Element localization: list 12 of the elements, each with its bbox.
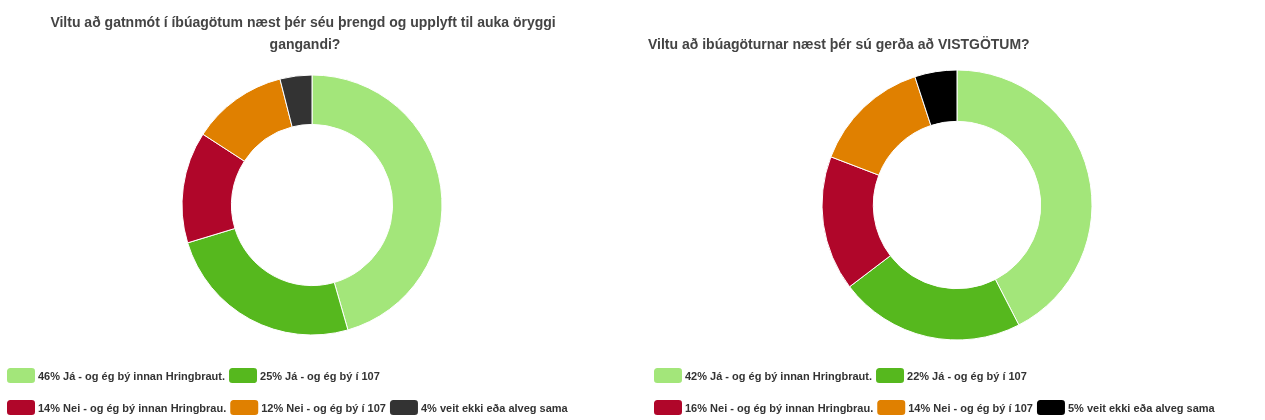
legend-label: 22% Já - og ég bý í 107	[907, 369, 1027, 382]
legend-label: 25% Já - og ég bý í 107	[260, 369, 380, 382]
legend-label: 4% veit ekki eða alveg sama	[420, 401, 569, 414]
chart-title: Viltu að ibúagöturnar næst þér sú gerða að VISTGÖTUM?	[648, 36, 1030, 52]
legend-label: 12% Nei - og ég bý í 107	[261, 401, 386, 414]
legend-label: 16% Nei - og ég bý innan Hringbrau.	[685, 401, 874, 414]
chart-title: Viltu að gatnmót í íbúagötum næst þér séu þrengd og upplyft til auka öryggi gangandi?	[50, 14, 560, 52]
legend-label: 14% Nei - og ég bý innan Hringbrau.	[38, 401, 227, 414]
legend-label: 5% veit ekki eða alveg sama	[1067, 401, 1216, 414]
legend-label: 46% Já - og ég bý innan Hringbraut.	[38, 369, 226, 382]
legend-label: 14% Nei - og ég bý í 107	[908, 401, 1033, 414]
legend-label: 42% Já - og ég bý innan Hringbraut.	[685, 369, 873, 382]
